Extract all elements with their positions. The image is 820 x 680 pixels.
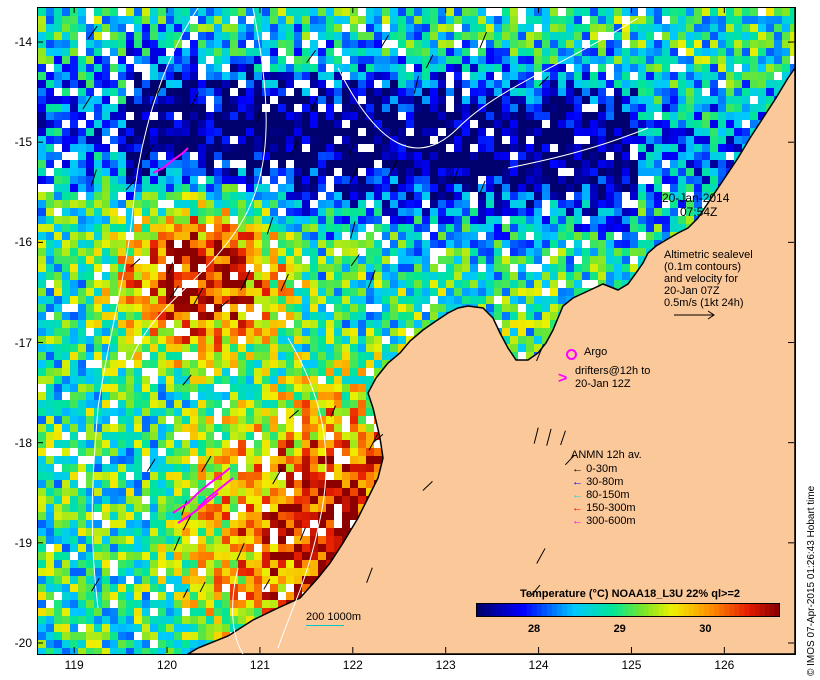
lat-tick-label: -16 <box>14 235 32 250</box>
lon-tick-label: 125 <box>621 658 642 672</box>
colorbar-tick-label: 28 <box>527 623 541 635</box>
colorbar-title: Temperature (°C) NOAA18_L3U 22% ql>=2 <box>520 588 740 600</box>
anmn-legend-item: ← 150-300m <box>572 502 636 514</box>
altimetry-line-1: Altimetric sealevel <box>664 249 753 261</box>
colorbar-tick-label: 30 <box>699 623 712 635</box>
velocity-vectors <box>82 25 575 598</box>
date-label: 20-Jan-2014 <box>662 191 730 205</box>
lat-tick-label: -19 <box>14 535 32 550</box>
drifters-line-1: drifters@12h to <box>575 365 651 377</box>
lat-tick-label: -18 <box>14 435 32 450</box>
anmn-legend-item: ← 80-150m <box>572 489 629 501</box>
altimetry-note: Altimetric sealevel (0.1m contours) and … <box>664 249 753 309</box>
lat-tick-label: -15 <box>14 135 32 150</box>
arrow-left-icon: ← <box>572 463 587 475</box>
land-mass <box>186 8 795 654</box>
lon-tick-label: 123 <box>435 658 456 672</box>
anmn-legend-item: ← 30-80m <box>572 476 623 488</box>
arrow-left-icon: ← <box>572 476 587 488</box>
sst-map-canvas <box>38 8 795 654</box>
argo-label: Argo <box>584 346 608 358</box>
anmn-legend-label: 150-300m <box>586 502 636 514</box>
depth-scale-label: 200 1000m <box>306 611 362 623</box>
anmn-legend-item: ← 0-30m <box>572 463 617 475</box>
lon-tick-label: 120 <box>157 658 178 672</box>
lon-tick-label: 126 <box>714 658 735 672</box>
arrow-left-icon: ← <box>572 489 587 501</box>
drifter-tracks <box>152 147 234 524</box>
lat-tick-label: -17 <box>14 335 32 350</box>
lat-tick-label: -20 <box>14 635 32 650</box>
lon-tick-label: 119 <box>64 658 84 672</box>
depth-scale-line <box>306 625 344 626</box>
altimetry-line-4: 20-Jan 07Z <box>664 285 720 297</box>
drifter-marker-icon: > <box>558 370 568 387</box>
lon-tick-label: 124 <box>528 658 549 672</box>
temperature-colorbar <box>476 603 780 617</box>
anmn-legend-title: ANMN 12h av. <box>571 449 642 461</box>
colorbar-tick-label: 29 <box>613 623 626 635</box>
lon-tick-label: 121 <box>249 658 270 672</box>
velocity-scale-arrow <box>674 310 715 320</box>
anmn-legend-label: 300-600m <box>586 515 636 527</box>
anmn-legend-item: ← 300-600m <box>572 515 636 527</box>
arrow-left-icon: ← <box>572 502 587 514</box>
arrow-left-icon: ← <box>572 515 587 527</box>
anmn-legend-label: 30-80m <box>586 476 624 488</box>
sst-map[interactable]: 20-Jan-2014 07:54Z Altimetric sealevel (… <box>37 7 796 655</box>
anmn-legend-label: 0-30m <box>586 463 618 475</box>
imos-credit: © IMOS 07-Apr-2015 01:26:43 Hobart time <box>806 485 817 676</box>
sealevel-contours <box>91 8 649 654</box>
altimetry-line-5: 0.5m/s (1kt 24h) <box>664 297 744 309</box>
drifters-line-2: 20-Jan 12Z <box>575 378 631 390</box>
lon-tick-label: 122 <box>342 658 363 672</box>
anmn-legend-label: 80-150m <box>586 489 630 501</box>
altimetry-line-2: (0.1m contours) <box>664 261 742 273</box>
altimetry-line-3: and velocity for <box>664 273 738 285</box>
lat-tick-label: -14 <box>14 35 32 50</box>
time-label: 07:54Z <box>680 205 718 219</box>
argo-marker-icon <box>566 349 577 360</box>
